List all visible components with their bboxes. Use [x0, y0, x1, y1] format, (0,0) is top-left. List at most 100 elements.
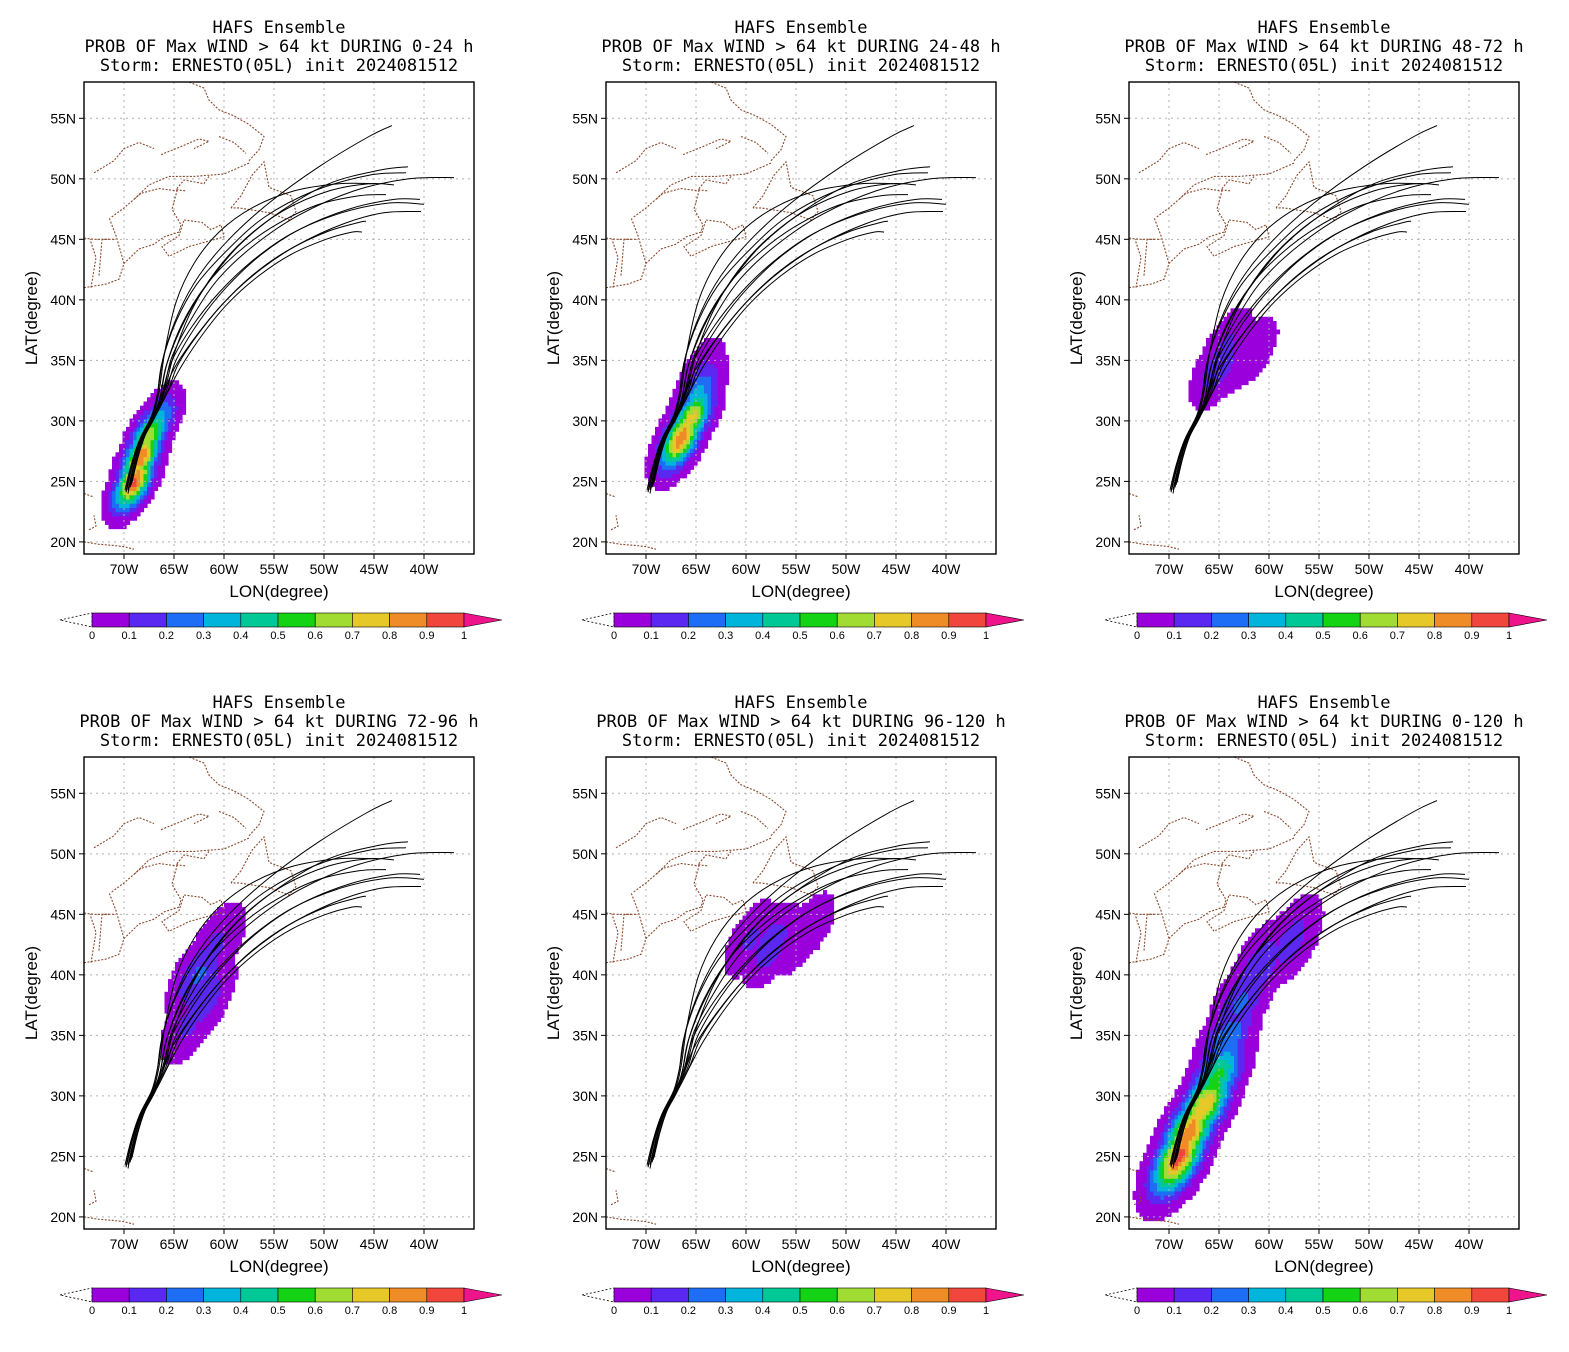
probability-cell [711, 397, 716, 403]
probability-cell [1146, 1148, 1151, 1154]
probability-cell [1181, 1089, 1186, 1095]
probability-cell [154, 422, 159, 428]
probability-cell [1248, 970, 1253, 976]
lat-tick-label: 20N [50, 534, 76, 550]
probability-cell [147, 397, 152, 403]
probability-cell [746, 911, 751, 917]
probability-cell [168, 418, 173, 424]
probability-cell [805, 936, 810, 942]
colorbar-label: 0.2 [681, 630, 696, 642]
probability-cell [1188, 1085, 1193, 1090]
probability-cell [1255, 325, 1260, 331]
probability-cell [1241, 367, 1246, 373]
probability-cell [742, 949, 747, 955]
probability-cell [234, 945, 239, 951]
lon-tick-label: 60W [1255, 561, 1285, 577]
probability-cell [700, 422, 705, 428]
probability-cell [767, 902, 772, 908]
probability-cell [1244, 1042, 1249, 1048]
probability-cell [1195, 1110, 1200, 1116]
probability-cell [1160, 1161, 1165, 1167]
probability-cell [1258, 346, 1263, 352]
coastline [606, 237, 636, 240]
probability-cell [140, 494, 145, 500]
probability-cell [224, 996, 229, 1001]
probability-cell [1251, 367, 1256, 373]
probability-cell [812, 932, 817, 938]
probability-cell [203, 945, 208, 951]
probability-cell [140, 456, 145, 462]
probability-cell [707, 431, 712, 437]
probability-cell [1290, 949, 1295, 955]
probability-cell [651, 469, 656, 475]
probability-cell [1167, 1186, 1172, 1192]
probability-cell [700, 397, 705, 403]
probability-cell [213, 1021, 218, 1027]
probability-cell [1244, 1021, 1249, 1027]
probability-cell [1202, 1029, 1207, 1035]
probability-cell [1269, 936, 1274, 942]
probability-cell [1202, 1144, 1207, 1150]
probability-cell [1258, 321, 1263, 326]
probability-cell [1286, 949, 1291, 955]
probability-cell [1167, 1161, 1172, 1167]
probability-cell [119, 503, 124, 509]
probability-cell [1157, 1216, 1162, 1222]
probability-cell [788, 953, 793, 959]
probability-cell [1220, 1055, 1225, 1061]
probability-cell [1255, 350, 1260, 356]
probability-cell [175, 1000, 180, 1006]
probability-cell [1157, 1148, 1162, 1154]
probability-cell [725, 376, 730, 381]
probability-cell [1227, 1106, 1232, 1112]
probability-cell [1199, 1051, 1204, 1056]
probability-cell [823, 894, 828, 900]
probability-cell [1223, 1101, 1228, 1107]
probability-cell [175, 1055, 180, 1061]
probability-cell [774, 919, 779, 925]
coastline [1219, 851, 1255, 867]
probability-cell [1248, 979, 1253, 984]
probability-cell [711, 380, 716, 386]
probability-cell [1293, 932, 1298, 938]
probability-cell [105, 511, 110, 517]
probability-cell [679, 418, 684, 424]
probability-cell [1318, 928, 1323, 934]
probability-cell [763, 979, 768, 984]
probability-cell [735, 953, 740, 959]
ensemble-track [651, 182, 917, 484]
probability-cell [742, 957, 747, 963]
probability-cell [1283, 915, 1288, 921]
probability-cell [157, 477, 162, 483]
probability-cell [1255, 1046, 1260, 1052]
colorbar-swatch [762, 612, 801, 628]
probability-cell [676, 388, 681, 394]
probability-cell [1244, 1051, 1249, 1056]
ensemble-tracks [646, 125, 977, 494]
probability-cell [672, 448, 677, 453]
probability-cell [1213, 1068, 1218, 1073]
probability-cell [697, 397, 702, 403]
probability-cell [1171, 1178, 1176, 1184]
probability-cell [756, 983, 761, 989]
probability-cell [1153, 1169, 1158, 1175]
lat-tick-label: 35N [50, 352, 76, 368]
probability-cell [1248, 945, 1253, 951]
colorbar: 0 0.1 0.2 0.3 0.4 0.5 0.6 0.7 0.8 0.9 1 [1104, 612, 1548, 642]
probability-cell [147, 465, 152, 470]
probability-cell [164, 1025, 169, 1031]
probability-cell [143, 482, 148, 487]
probability-cell [686, 359, 691, 364]
probability-cell [791, 941, 796, 946]
probability-cell [206, 966, 211, 972]
probability-cell [185, 979, 190, 984]
probability-cell [217, 974, 222, 980]
colorbar-label: 0.1 [644, 630, 659, 642]
probability-cell [1230, 1000, 1235, 1006]
colorbar-label: 0.4 [755, 1305, 770, 1317]
probability-cell [196, 1034, 201, 1039]
probability-cell [746, 962, 751, 967]
probability-cell [168, 426, 173, 432]
probability-cell [1192, 1051, 1197, 1056]
